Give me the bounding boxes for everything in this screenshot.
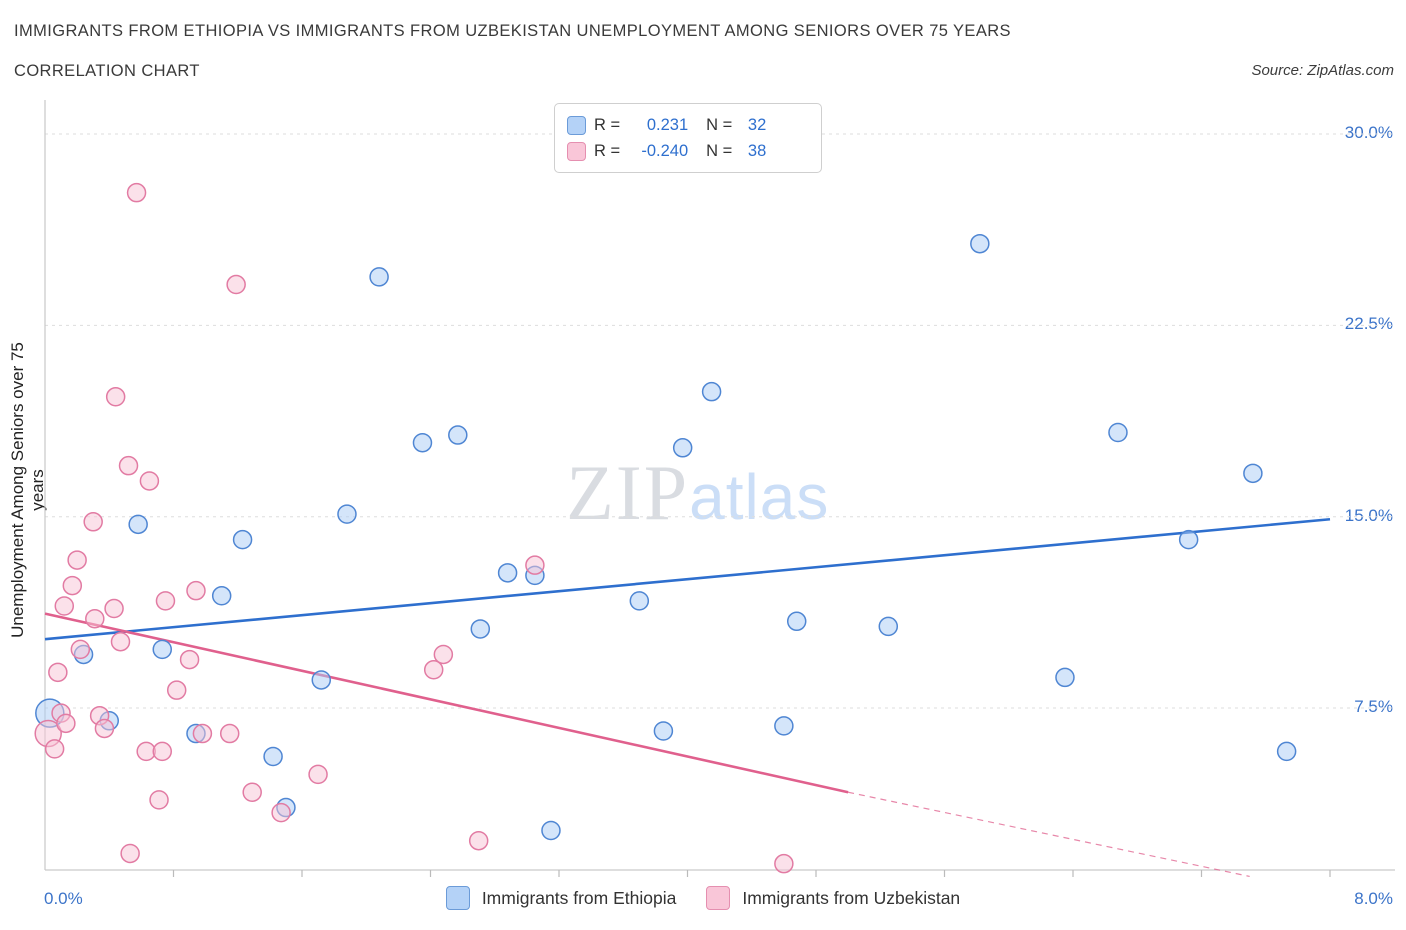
y-tick-7-5: 7.5% [1354,697,1393,717]
n-label: N = [706,115,733,134]
ethiopia-point [128,514,148,535]
ethiopia-point [337,504,357,524]
uzbekistan-point [70,639,91,660]
n-label: N = [706,141,733,160]
uzbekistan-point [126,182,147,203]
source-attribution: Source: ZipAtlas.com [1251,62,1394,79]
ethiopia-point [311,670,332,690]
legend-label-uzbekistan: Immigrants from Uzbekistan [742,887,961,908]
uzbekistan-trend-line [44,612,849,794]
uzbekistan-point [242,782,262,802]
n-value-ethiopia: 32 [747,115,767,134]
legend-item-uzbekistan: Immigrants from Uzbekistan [706,886,960,910]
uzbekistan-point [56,713,76,734]
r-value-ethiopia: 0.231 [646,115,689,134]
ethiopia-point [263,746,283,767]
uzbekistan-point [85,608,105,629]
ethiopia-point [1243,463,1263,484]
r-label: R = [594,115,621,134]
legend-row-ethiopia: R = 0.231 N = 32 [567,112,809,138]
uzbekistan-point [120,843,140,864]
r-label: R = [594,141,621,160]
uzbekistan-point [271,802,291,823]
ethiopia-point [1276,741,1297,762]
ethiopia-point [152,639,173,660]
x-tick-max: 8.0% [1354,889,1393,908]
ethiopia-point [774,716,794,736]
y-tick-30: 30.0% [1344,123,1393,142]
uzbekistan-point [152,741,173,762]
ethiopia-point [672,438,693,458]
uzbekistan-point [54,596,75,616]
uzbekistan-point [105,387,126,407]
uzbekistan-point [308,764,328,785]
ethiopia-trend-line [44,517,1331,641]
ethiopia-swatch-icon [445,886,470,910]
uzbekistan-point [155,591,176,611]
uzbekistan-trend-line-extension [848,791,1250,878]
uzbekistan-point [468,830,489,851]
ethiopia-point [970,233,990,254]
uzbekistan-point [149,790,169,810]
uzbekistan-point [67,550,87,570]
uzbekistan-point [118,455,139,476]
ethiopia-point [232,529,253,550]
ethiopia-point [448,425,468,445]
uzbekistan-point [104,598,124,619]
uzbekistan-point [423,660,444,680]
page-title: IMMIGRANTS FROM ETHIOPIA VS IMMIGRANTS F… [14,22,1011,40]
x-tick-min: 0.0% [44,889,83,908]
uzbekistan-point [186,580,206,601]
ethiopia-point [629,591,650,611]
ethiopia-point [786,611,807,632]
uzbekistan-swatch-icon [567,141,586,161]
uzbekistan-point [179,649,200,670]
page-subtitle: CORRELATION CHART [14,62,200,80]
y-tick-22-5: 22.5% [1344,314,1393,334]
uzbekistan-point [94,718,115,739]
legend-label-ethiopia: Immigrants from Ethiopia [481,887,677,908]
uzbekistan-point [110,631,131,652]
uzbekistan-point [774,853,794,874]
uzbekistan-point [48,662,68,683]
ethiopia-point [541,820,561,841]
ethiopia-point [211,586,232,606]
ethiopia-point [1178,529,1199,550]
series-legend: Immigrants from Ethiopia Immigrants from… [0,886,1406,910]
uzbekistan-swatch-icon [706,886,731,910]
uzbekistan-point [139,471,160,491]
legend-row-uzbekistan: R = -0.240 N = 38 [567,138,809,164]
ethiopia-point [1108,422,1128,443]
ethiopia-point [470,619,491,639]
uzbekistan-point [192,723,213,744]
ethiopia-point [1055,667,1075,688]
y-tick-15: 15.0% [1344,505,1393,525]
uzbekistan-point [166,680,187,700]
ethiopia-point [497,563,518,583]
uzbekistan-point [44,739,65,759]
correlation-stats-legend: R = 0.231 N = 32 R = -0.240 N = 38 [554,103,822,173]
ethiopia-point [412,432,433,453]
ethiopia-point [701,381,722,402]
uzbekistan-point [226,274,246,295]
legend-item-ethiopia: Immigrants from Ethiopia [445,886,677,910]
uzbekistan-point [219,723,240,744]
uzbekistan-point [525,555,545,575]
r-value-uzbekistan: -0.240 [641,141,689,160]
n-value-uzbekistan: 38 [747,141,767,160]
ethiopia-point [653,721,674,741]
uzbekistan-point [433,644,454,665]
ethiopia-point [369,267,389,287]
uzbekistan-point [136,741,156,762]
uzbekistan-point [83,512,103,532]
ethiopia-swatch-icon [567,115,586,135]
ethiopia-point [878,616,899,637]
uzbekistan-point [62,575,83,596]
